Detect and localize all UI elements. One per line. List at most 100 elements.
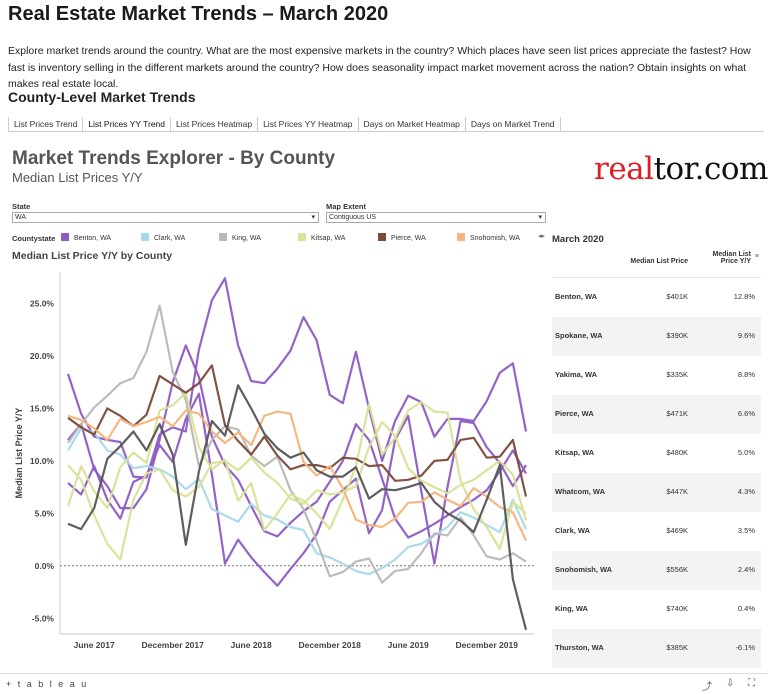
series-line [67,364,528,497]
series-line [66,391,527,551]
realtor-logo: realtor.com [594,151,768,187]
legend-swatch [298,233,306,241]
sort-icon[interactable]: ≡ [754,253,759,260]
dashboard: Market Trends Explorer - By County Media… [4,136,768,671]
median-list-price: $401K [666,292,688,301]
median-list-price: $740K [666,604,688,613]
state-select-value: WA [15,214,27,221]
median-list-price-yy: -6.1% [735,643,755,652]
tab-days-on-market-trend[interactable]: Days on Market Trend [466,117,561,131]
x-tick-label: December 2017 [141,640,204,650]
column-header-price[interactable]: Median List Price [630,258,688,265]
legend-item[interactable]: Benton, WA [61,233,111,242]
series-line [67,304,527,584]
x-tick-label: June 2018 [231,640,272,650]
table-row[interactable]: Whatcom, WA $447K 4.3% [552,473,761,512]
series-line [67,384,528,631]
table-row[interactable]: Snohomish, WA $556K 2.4% [552,551,761,590]
map-extent-select-value: Contiguous US [329,214,377,221]
y-tick-label: 15.0% [30,403,55,413]
legend-swatch [378,233,386,241]
legend-swatch [219,233,227,241]
share-icon[interactable]: ⤴ [702,682,712,693]
y-tick-label: 25.0% [30,298,55,308]
state-label: State [12,202,31,211]
x-tick-label: June 2017 [74,640,115,650]
table-row[interactable]: Kitsap, WA $480K 5.0% [552,434,761,473]
series-line [67,409,527,542]
legend-swatch [61,233,69,241]
table-row[interactable]: Spokane, WA $390K 9.6% [552,317,761,356]
median-list-price-yy: 3.5% [737,526,755,535]
legend-item[interactable]: Pierce, WA [378,233,426,242]
x-tick-label: December 2018 [299,640,362,650]
chevron-down-icon: ▾ [538,214,542,221]
tab-list-prices-yy-trend[interactable]: List Prices YY Trend [83,117,172,131]
legend-swatch [141,233,149,241]
legend-item[interactable]: Kitsap, WA [298,233,345,242]
table-row[interactable]: Thurston, WA $385K -6.1% [552,629,761,668]
median-list-price: $556K [666,565,688,574]
county-name: King, WA [555,604,588,613]
legend-item[interactable]: King, WA [219,233,261,242]
median-list-price-yy: 6.6% [737,409,755,418]
table-row[interactable]: Clark, WA $469K 3.5% [552,512,761,551]
tab-list-prices-trend[interactable]: List Prices Trend [8,117,84,131]
table-row[interactable]: Pierce, WA $471K 6.6% [552,395,761,434]
legend: Countystate Benton, WA Clark, WA King, W… [12,232,552,244]
map-extent-select[interactable]: Contiguous US ▾ [326,212,546,223]
county-name: Yakima, WA [555,370,598,379]
tableau-logo: + t a b l e a u [6,679,89,689]
median-list-price: $471K [666,409,688,418]
tab-days-on-market-heatmap[interactable]: Days on Market Heatmap [359,117,466,131]
table-row[interactable]: Benton, WA $401K 12.8% [552,278,761,317]
fullscreen-icon[interactable]: ⛶ [748,678,755,689]
tab-list-prices-yy-heatmap[interactable]: List Prices YY Heatmap [258,117,359,131]
intro-text: Explore market trends around the country… [8,45,751,90]
x-tick-label: December 2019 [456,640,519,650]
legend-item[interactable]: Clark, WA [141,233,185,242]
county-name: Spokane, WA [555,331,603,340]
median-list-price: $480K [666,448,688,457]
y-tick-label: -5.0% [32,613,55,623]
dashboard-subtitle: Median List Prices Y/Y [12,170,143,185]
column-header-yy[interactable]: Median List Price Y/Y [712,251,751,265]
map-extent-label: Map Extent [326,202,367,211]
series-line [67,427,528,576]
legend-scroll-arrows[interactable]: ◂▸ [538,233,546,240]
median-list-price-yy: 0.4% [737,604,755,613]
median-list-price-yy: 5.0% [737,448,755,457]
median-list-price: $469K [666,526,688,535]
state-select[interactable]: WA ▾ [12,212,319,223]
legend-title: Countystate [12,234,56,243]
median-list-price-yy: 9.6% [737,331,755,340]
table-row[interactable]: Yakima, WA $335K 8.8% [552,356,761,395]
line-chart: -5.0% 0.0% 5.0% 10.0% 15.0% 20.0% 25.0% Median … [14,272,534,650]
table-title: March 2020 [552,234,604,245]
legend-item[interactable]: Snohomish, WA [457,233,520,242]
county-name: Benton, WA [555,292,598,301]
footer: + t a b l e a u ⤴ ⇩ ⛶ [0,673,768,694]
median-list-price: $447K [666,487,688,496]
y-tick-label: 5.0% [35,508,55,518]
chart-title: Median List Price Y/Y by County [12,250,173,262]
section-title: County-Level Market Trends [8,89,196,105]
legend-swatch [457,233,465,241]
median-list-price: $385K [666,643,688,652]
page-title: Real Estate Market Trends – March 2020 [8,3,389,25]
table-header: Median List Price Median List Price Y/Y … [552,246,761,278]
summary-table: Median List Price Median List Price Y/Y … [552,246,761,668]
tab-list-prices-heatmap[interactable]: List Prices Heatmap [171,117,259,131]
median-list-price-yy: 8.8% [737,370,755,379]
y-tick-label: 20.0% [30,351,55,361]
county-name: Kitsap, WA [555,448,595,457]
y-tick-label: 0.0% [35,561,55,571]
median-list-price: $335K [666,370,688,379]
chevron-down-icon: ▾ [311,214,315,221]
median-list-price-yy: 12.8% [733,292,755,301]
county-name: Thurston, WA [555,643,604,652]
county-name: Pierce, WA [555,409,594,418]
download-icon[interactable]: ⇩ [726,678,735,689]
y-tick-label: 10.0% [30,456,55,466]
table-row[interactable]: King, WA $740K 0.4% [552,590,761,629]
